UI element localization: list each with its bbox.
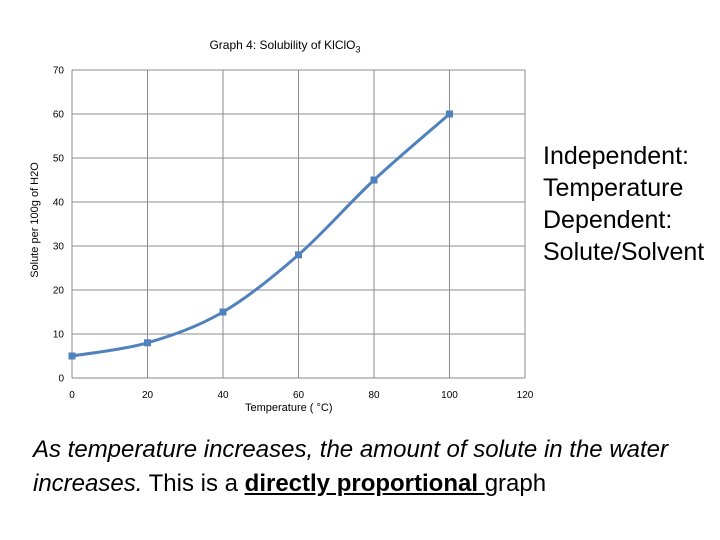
y-tick-label: 60 [53, 110, 65, 121]
x-tick-label: 120 [517, 390, 534, 401]
y-tick-label: 0 [58, 374, 64, 385]
data-point [144, 339, 151, 347]
chart-title: Graph 4: Solubility of KlClO3 [209, 38, 361, 55]
variables-note: Independent: Temperature Dependent: Solu… [543, 140, 704, 268]
series-line [71, 112, 451, 358]
y-tick-label: 70 [53, 66, 65, 77]
grid [71, 69, 526, 379]
x-tick-label: 60 [293, 390, 305, 401]
data-point [370, 176, 378, 184]
x-tick-label: 100 [441, 390, 458, 401]
y-axis-label: Solute per 100g of H2O [29, 162, 41, 278]
caption-italic: As temperature increases, the amount of … [33, 436, 669, 497]
x-tick-label: 20 [142, 390, 154, 401]
data-point [219, 308, 227, 316]
caption-emphasis: directly proportional [244, 470, 485, 497]
y-tick-label: 40 [53, 198, 65, 209]
y-tick-label: 10 [53, 330, 65, 341]
conclusion-caption: As temperature increases, the amount of … [33, 433, 713, 501]
x-tick-label: 80 [368, 390, 380, 401]
data-point [446, 110, 453, 118]
x-axis-label: Temperature ( °C) [245, 402, 333, 414]
y-tick-label: 20 [53, 286, 65, 297]
y-tick-label: 30 [53, 242, 65, 253]
caption-tail: graph [484, 470, 547, 497]
independent-value: Temperature [543, 174, 684, 202]
tick-labels: 0 10 20 30 40 50 60 70 0 20 40 60 80 100 120 [53, 66, 534, 402]
dependent-value: Solute/Solvent [543, 238, 705, 266]
x-tick-label: 0 [69, 390, 75, 401]
series [68, 110, 453, 360]
data-point [68, 352, 76, 360]
caption-plain: This is a [142, 470, 245, 497]
dependent-line: Dependent: [543, 206, 673, 234]
y-tick-label: 50 [53, 154, 65, 165]
data-point [295, 251, 302, 259]
independent-line: Independent: [543, 142, 689, 170]
x-tick-label: 40 [217, 390, 229, 401]
